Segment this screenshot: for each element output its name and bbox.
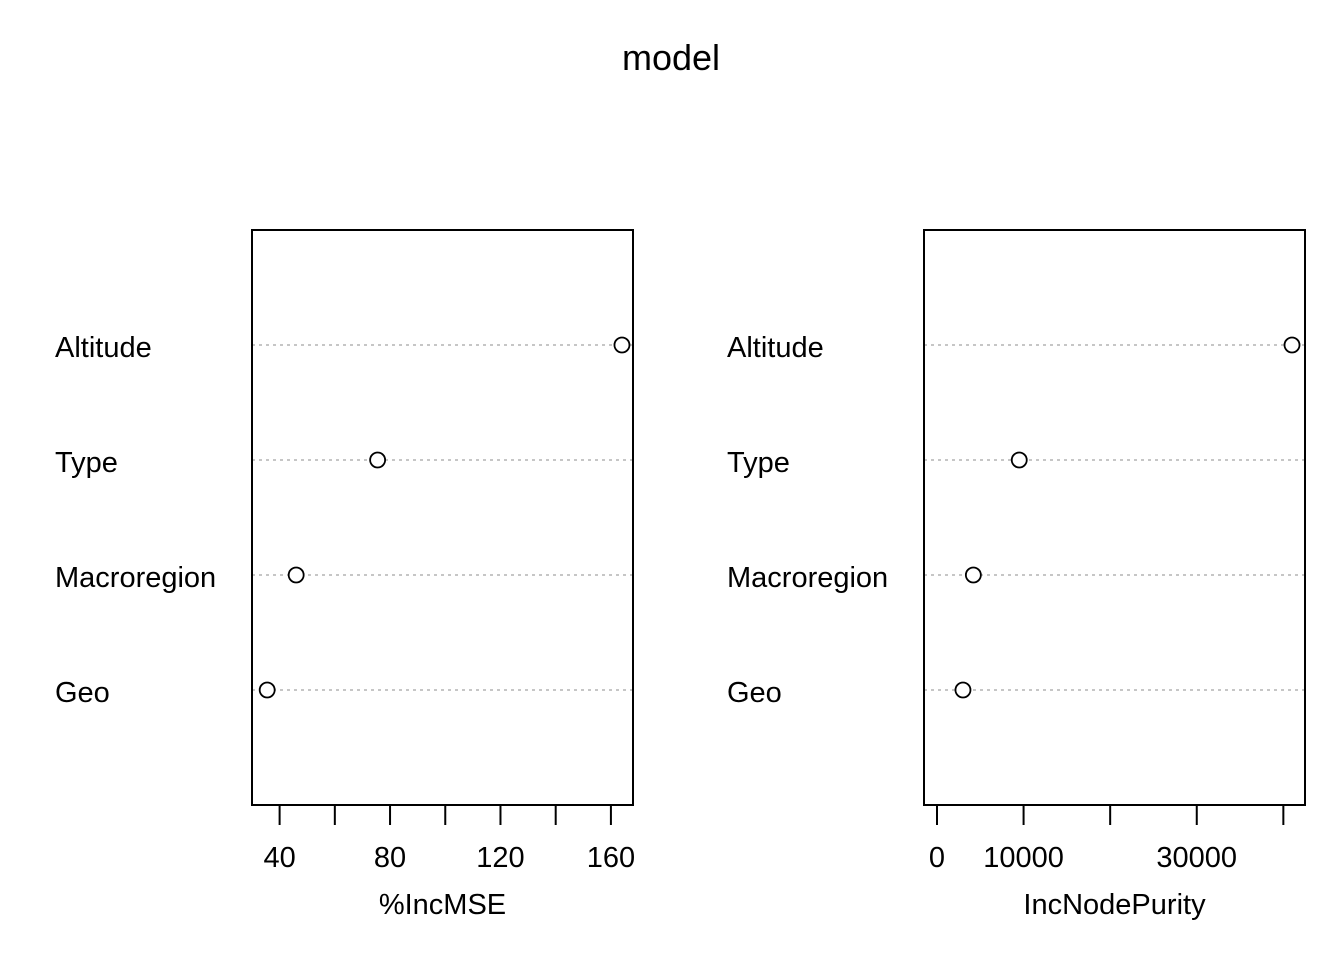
data-point xyxy=(258,681,276,699)
plot-frame xyxy=(923,229,1306,806)
chart-panels: Altitude Type Macroregion Geo 40 80 120 160 %Inc… xyxy=(55,229,1306,921)
category-label: Geo xyxy=(727,677,782,709)
x-tick-label: 30000 xyxy=(1156,842,1237,874)
panel-1: Altitude Type Macroregion Geo 40 80 120 160 %Inc… xyxy=(55,229,635,921)
plot-frame xyxy=(251,229,634,806)
x-tick-label: 160 xyxy=(587,842,635,874)
data-point xyxy=(964,566,982,584)
category-label: Macroregion xyxy=(55,562,216,594)
x-tick-label: 120 xyxy=(476,842,524,874)
data-point xyxy=(1283,336,1301,354)
data-point xyxy=(369,451,387,469)
data-point xyxy=(613,336,631,354)
data-point xyxy=(287,566,305,584)
x-tick-label: 0 xyxy=(929,842,945,874)
category-label: Altitude xyxy=(55,332,152,364)
panel-2: Altitude Type Macroregion Geo 0 10000 30000 Inc… xyxy=(727,229,1306,921)
x-tick-label: 80 xyxy=(374,842,406,874)
figure-title: model xyxy=(622,37,720,78)
category-label: Altitude xyxy=(727,332,824,364)
category-label: Geo xyxy=(55,677,110,709)
x-axis-label: IncNodePurity xyxy=(1023,889,1206,921)
data-point xyxy=(954,681,972,699)
category-label: Type xyxy=(55,447,118,479)
x-tick-label: 10000 xyxy=(983,842,1064,874)
x-tick-label: 40 xyxy=(263,842,295,874)
data-point xyxy=(1010,451,1028,469)
x-axis-label: %IncMSE xyxy=(379,889,506,921)
category-label: Type xyxy=(727,447,790,479)
category-label: Macroregion xyxy=(727,562,888,594)
